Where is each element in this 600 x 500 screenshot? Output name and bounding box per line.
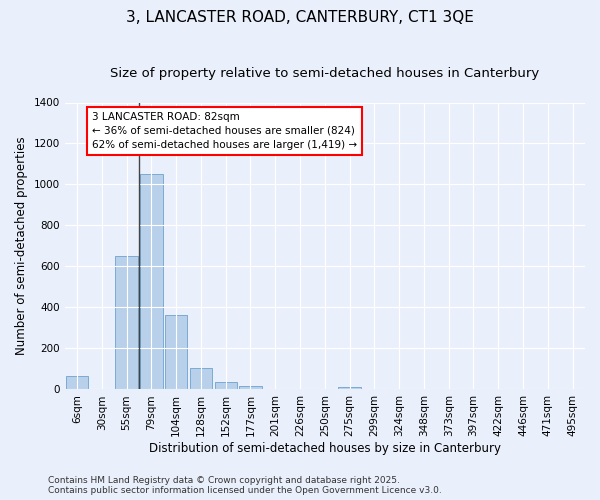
X-axis label: Distribution of semi-detached houses by size in Canterbury: Distribution of semi-detached houses by … [149, 442, 501, 455]
Bar [115, 256, 138, 390]
Text: 3, LANCASTER ROAD, CANTERBURY, CT1 3QE: 3, LANCASTER ROAD, CANTERBURY, CT1 3QE [126, 10, 474, 25]
Bar [165, 314, 187, 390]
Text: Contains HM Land Registry data © Crown copyright and database right 2025.
Contai: Contains HM Land Registry data © Crown c… [48, 476, 442, 495]
Bar [66, 376, 88, 390]
Bar [215, 382, 237, 390]
Bar [140, 174, 163, 390]
Bar [190, 368, 212, 390]
Y-axis label: Number of semi-detached properties: Number of semi-detached properties [15, 136, 28, 356]
Title: Size of property relative to semi-detached houses in Canterbury: Size of property relative to semi-detach… [110, 68, 539, 80]
Bar [239, 386, 262, 390]
Bar [338, 388, 361, 390]
Text: 3 LANCASTER ROAD: 82sqm
← 36% of semi-detached houses are smaller (824)
62% of s: 3 LANCASTER ROAD: 82sqm ← 36% of semi-de… [92, 112, 357, 150]
